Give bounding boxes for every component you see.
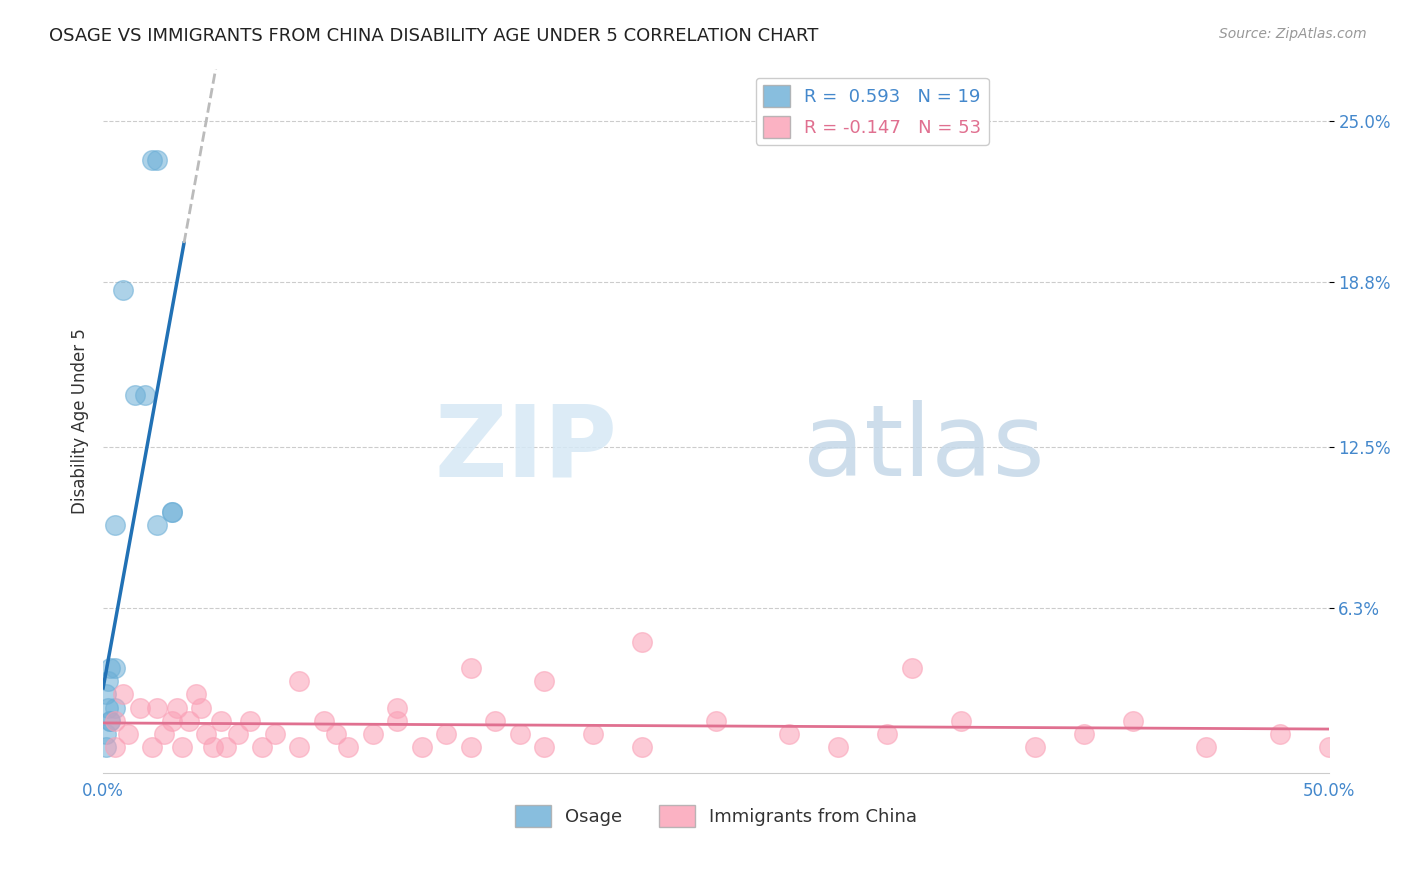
Point (337, 739, 360, 754)
Point (533, 674, 555, 689)
Point (104, 714, 127, 728)
Point (166, 700, 188, 714)
Point (1024, 739, 1046, 754)
Point (195, 726, 218, 740)
Point (128, 700, 150, 714)
Point (460, 661, 482, 675)
Point (170, 739, 193, 754)
Point (312, 714, 335, 728)
Point (533, 739, 555, 754)
Point (778, 726, 800, 740)
Point (582, 726, 605, 740)
Point (509, 726, 531, 740)
Point (97, 674, 120, 689)
Point (901, 661, 924, 675)
Point (704, 714, 727, 728)
Text: ZIP: ZIP (434, 401, 617, 498)
Point (104, 700, 127, 714)
Point (160, 505, 183, 519)
Point (146, 700, 169, 714)
Point (100, 714, 122, 728)
Point (263, 726, 285, 740)
Point (100, 714, 122, 728)
Point (387, 714, 409, 728)
Point (1268, 726, 1291, 740)
Point (104, 661, 127, 675)
Point (631, 739, 654, 754)
Point (160, 714, 183, 728)
Point (1195, 739, 1218, 754)
Y-axis label: Disability Age Under 5: Disability Age Under 5 (72, 327, 89, 514)
Point (94, 739, 117, 754)
Point (94, 688, 117, 702)
Point (104, 518, 127, 533)
Point (1073, 726, 1095, 740)
Point (124, 387, 146, 401)
Point (141, 153, 163, 167)
Point (160, 505, 183, 519)
Point (288, 739, 311, 754)
Point (411, 739, 433, 754)
Point (117, 726, 139, 740)
Text: Source: ZipAtlas.com: Source: ZipAtlas.com (1219, 27, 1367, 41)
Point (100, 661, 122, 675)
Point (94, 726, 117, 740)
Point (484, 714, 506, 728)
Point (631, 635, 654, 649)
Text: OSAGE VS IMMIGRANTS FROM CHINA DISABILITY AGE UNDER 5 CORRELATION CHART: OSAGE VS IMMIGRANTS FROM CHINA DISABILIT… (49, 27, 818, 45)
Point (209, 714, 232, 728)
Point (827, 739, 849, 754)
Point (460, 739, 482, 754)
Point (111, 283, 134, 297)
Point (1122, 714, 1144, 728)
Point (325, 726, 347, 740)
Point (239, 714, 262, 728)
Point (111, 688, 134, 702)
Point (186, 688, 208, 702)
Point (387, 700, 409, 714)
Point (876, 726, 898, 740)
Point (361, 726, 384, 740)
Point (141, 739, 163, 754)
Point (146, 518, 169, 533)
Point (215, 739, 238, 754)
Point (190, 700, 212, 714)
Point (226, 726, 249, 740)
Point (177, 714, 200, 728)
Legend: Osage, Immigrants from China: Osage, Immigrants from China (508, 797, 924, 834)
Point (153, 726, 176, 740)
Point (288, 674, 311, 689)
Point (252, 739, 274, 754)
Text: atlas: atlas (803, 401, 1045, 498)
Point (146, 153, 169, 167)
Point (1317, 739, 1340, 754)
Point (134, 387, 156, 401)
Point (949, 714, 972, 728)
Point (202, 739, 225, 754)
Point (434, 726, 457, 740)
Point (97, 700, 120, 714)
Point (104, 739, 127, 754)
